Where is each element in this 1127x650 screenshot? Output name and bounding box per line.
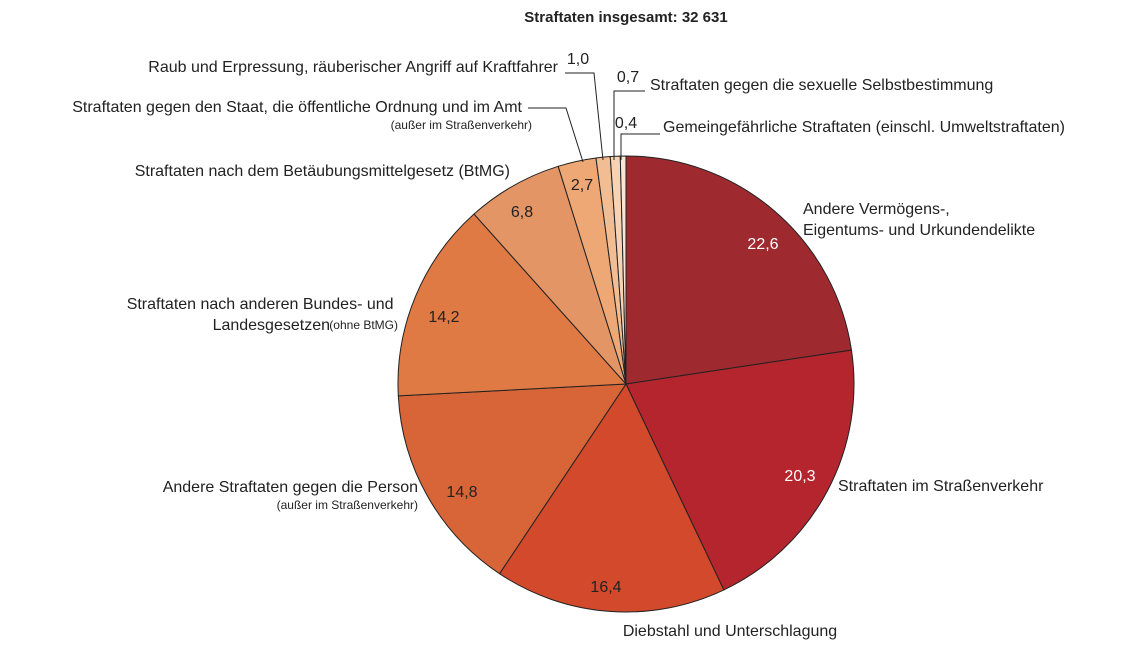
pie-slice xyxy=(625,349,855,591)
chart-title: Straftaten insgesamt: 32 631 xyxy=(524,9,727,26)
slice-label: Straftaten gegen den Staat, die öffentli… xyxy=(72,99,522,116)
leader-line xyxy=(565,72,604,161)
slice-label: Straftaten nach dem Betäubungsmittelgese… xyxy=(135,163,510,180)
slice-label: Straftaten nach anderen Bundes- und Land… xyxy=(127,296,398,334)
leader-line xyxy=(620,133,660,160)
value-label: 14,8 xyxy=(446,484,477,501)
value-label: 16,4 xyxy=(590,579,621,596)
slice-sublabel: (ohne BtMG) xyxy=(329,318,398,332)
pie-slice xyxy=(619,155,627,385)
slice-label: Straftaten im Straßenverkehr xyxy=(838,478,1044,495)
slice-label: Raub und Erpressung, räuberischer Angrif… xyxy=(148,59,558,76)
value-label: 20,3 xyxy=(784,468,815,485)
slice-label: Andere Straftaten gegen die Person xyxy=(163,479,418,496)
pie-slice xyxy=(498,382,725,613)
slice-label: Diebstahl und Unterschlagung xyxy=(623,623,837,640)
leader-line xyxy=(528,107,584,163)
value-label: 22,6 xyxy=(747,236,778,253)
slice-label: Andere Vermögens-, Eigentums- und Urkund… xyxy=(803,201,1035,239)
pie-slice xyxy=(397,383,627,575)
pie-slice xyxy=(625,155,853,385)
slice-sublabel: (außer im Straßenverkehr) xyxy=(277,498,418,512)
leader-line xyxy=(613,90,645,160)
slice-sublabel: (außer im Straßenverkehr) xyxy=(391,118,532,132)
value-label: 1,0 xyxy=(567,51,589,68)
slice-label: Straftaten gegen die sexuelle Selbstbest… xyxy=(650,77,993,94)
pie-slice xyxy=(397,213,628,397)
value-label: 0,7 xyxy=(617,69,639,86)
value-label: 0,4 xyxy=(615,115,637,132)
value-label: 2,7 xyxy=(571,177,593,194)
value-label: 6,8 xyxy=(511,204,533,221)
value-label: 14,2 xyxy=(428,309,459,326)
slice-label: Gemeingefährliche Straftaten (einschl. U… xyxy=(663,119,1065,136)
